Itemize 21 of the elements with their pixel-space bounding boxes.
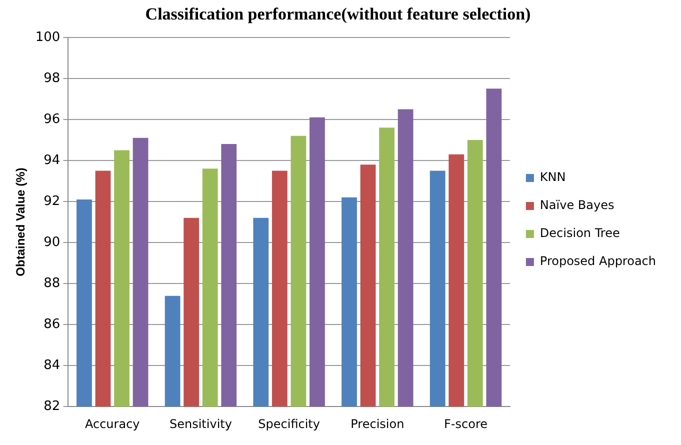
legend-label: Naïve Bayes	[540, 198, 614, 212]
legend-label: Decision Tree	[540, 226, 620, 240]
y-tick-label: 96	[44, 112, 60, 127]
y-tick-label: 98	[44, 70, 60, 86]
x-tick-label: Precision	[350, 416, 404, 431]
legend-label: KNN	[540, 170, 566, 184]
y-tick-label: 94	[44, 152, 60, 168]
y-tick-label: 86	[44, 316, 60, 332]
x-tick-label: Specificity	[258, 416, 320, 431]
y-tick-label: 92	[44, 194, 60, 209]
x-tick-label: Accuracy	[84, 416, 140, 431]
y-tick-label: 100	[35, 30, 60, 45]
x-tick-label: Sensitivity	[169, 416, 232, 431]
y-tick-label: 88	[44, 276, 60, 291]
chart-title: Classification performance(without feature selection)	[145, 4, 531, 24]
legend-label: Proposed Approach	[540, 254, 656, 268]
y-axis-title: Obtained Value (%)	[14, 168, 28, 276]
y-tick-label: 84	[44, 358, 60, 373]
y-tick-label: 82	[44, 398, 60, 414]
x-tick-label: F-score	[444, 416, 488, 431]
y-tick-label: 90	[44, 234, 60, 250]
